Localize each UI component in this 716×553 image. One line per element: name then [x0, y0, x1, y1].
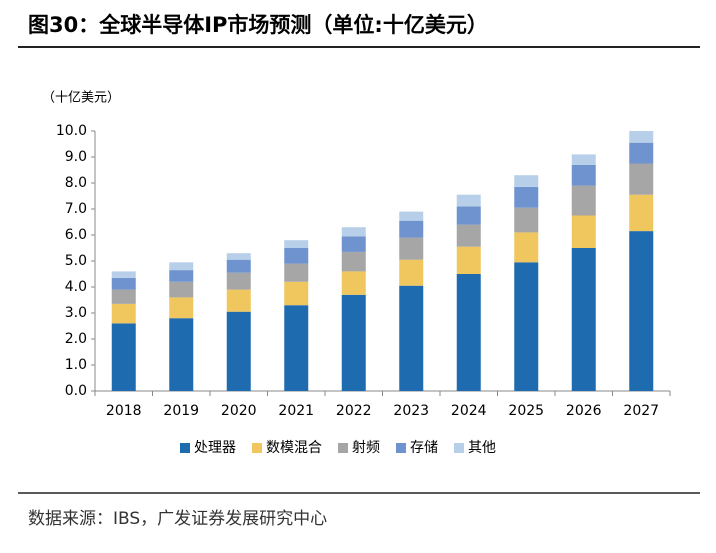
- legend-label: 射频: [352, 440, 380, 456]
- bar-segment: [284, 263, 309, 282]
- y-tick-label: 10.0: [56, 123, 87, 139]
- y-tick-label: 7.0: [65, 201, 87, 217]
- bar-segment: [284, 248, 309, 264]
- legend-label: 其他: [468, 440, 496, 456]
- bar-segment: [399, 237, 424, 260]
- bar-segment: [111, 271, 136, 278]
- bar-segment: [399, 259, 424, 286]
- x-tick-label: 2022: [336, 403, 372, 419]
- y-tick-label: 2.0: [65, 331, 87, 347]
- x-tick-label: 2025: [508, 403, 544, 419]
- bar-segment: [571, 164, 596, 186]
- x-tick-label: 2027: [623, 403, 659, 419]
- legend-label: 数模混合: [266, 440, 322, 456]
- bar-segment: [169, 281, 194, 298]
- y-tick-label: 0.0: [65, 383, 87, 399]
- y-tick-label: 8.0: [65, 175, 87, 191]
- bar-segment: [514, 186, 539, 208]
- x-tick-label: 2018: [106, 403, 142, 419]
- y-tick-label: 1.0: [65, 357, 87, 373]
- bar-segment: [169, 270, 194, 282]
- y-tick-label: 6.0: [65, 227, 87, 243]
- bar-segment: [111, 289, 136, 304]
- x-tick-label: 2023: [393, 403, 429, 419]
- bar-segment: [284, 281, 309, 306]
- y-tick-label: 5.0: [65, 253, 87, 269]
- bar-segment: [169, 318, 194, 391]
- bar-segment: [456, 224, 481, 247]
- bar-segment: [571, 215, 596, 248]
- bar-segment: [341, 251, 366, 272]
- bar-segment: [629, 231, 654, 391]
- unit-label: （十亿美元）: [42, 91, 120, 106]
- bar-segment: [514, 207, 539, 233]
- bar-segment: [629, 194, 654, 232]
- x-tick-label: 2019: [163, 403, 199, 419]
- legend-swatch: [180, 443, 190, 453]
- bar-segment: [169, 262, 194, 271]
- legend-swatch: [396, 443, 406, 453]
- bar-segment: [399, 285, 424, 391]
- bar-segment: [226, 311, 251, 391]
- bar-segment: [514, 232, 539, 263]
- bar-segment: [571, 154, 596, 165]
- y-tick-label: 3.0: [65, 305, 87, 321]
- legend-swatch: [338, 443, 348, 453]
- bar-segment: [456, 194, 481, 207]
- y-tick-label: 4.0: [65, 279, 87, 295]
- bar-segment: [399, 220, 424, 238]
- bar-segment: [456, 206, 481, 225]
- bar-segment: [629, 163, 654, 195]
- source: 数据来源：IBS，广发证券发展研究中心: [28, 509, 327, 529]
- bar-segment: [341, 227, 366, 237]
- bar-segment: [341, 294, 366, 391]
- bar-segment: [226, 289, 251, 312]
- bar-segment: [456, 246, 481, 274]
- bar-segment: [399, 211, 424, 221]
- bar-segment: [514, 262, 539, 391]
- x-tick-label: 2024: [451, 403, 487, 419]
- bar-segment: [226, 253, 251, 260]
- x-tick-label: 2020: [221, 403, 257, 419]
- bar-segment: [629, 131, 654, 143]
- bar-segment: [111, 323, 136, 391]
- legend-label: 存储: [410, 440, 438, 456]
- chart-title: 图30：全球半导体IP市场预测（单位:十亿美元）: [28, 13, 488, 37]
- bar-segment: [571, 185, 596, 216]
- bar-segment: [514, 175, 539, 187]
- x-tick-label: 2021: [278, 403, 314, 419]
- bar-segment: [169, 297, 194, 319]
- legend-swatch: [252, 443, 262, 453]
- legend-label: 处理器: [194, 440, 236, 456]
- y-tick-label: 9.0: [65, 149, 87, 165]
- bar-segment: [226, 272, 251, 290]
- bar-segment: [571, 248, 596, 391]
- bar-segment: [456, 274, 481, 391]
- bar-segment: [629, 142, 654, 164]
- bar-segment: [111, 277, 136, 290]
- bar-segment: [284, 305, 309, 391]
- bar-segment: [341, 236, 366, 252]
- bar-segment: [111, 303, 136, 324]
- bar-segment: [341, 271, 366, 295]
- legend-swatch: [454, 443, 464, 453]
- x-tick-label: 2026: [566, 403, 602, 419]
- bar-segment: [226, 259, 251, 273]
- bar-segment: [284, 240, 309, 248]
